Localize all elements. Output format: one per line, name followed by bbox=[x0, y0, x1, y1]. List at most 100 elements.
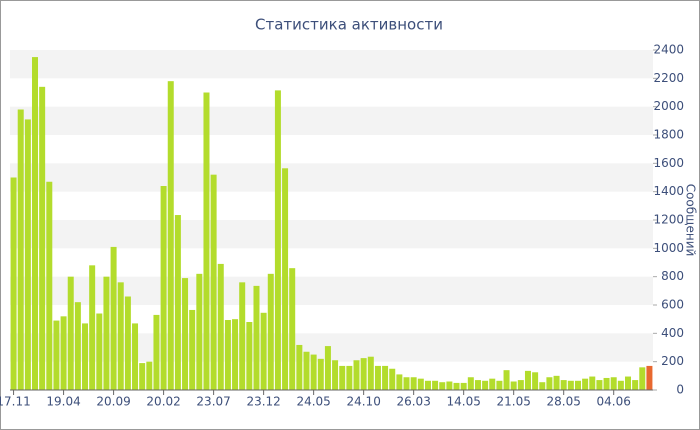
bar bbox=[482, 380, 489, 390]
y-tick-label: 1200 bbox=[653, 213, 684, 227]
bar bbox=[360, 358, 367, 390]
bar bbox=[303, 351, 310, 390]
y-tick-label: 1000 bbox=[653, 241, 684, 255]
bar bbox=[289, 268, 296, 390]
bar bbox=[132, 323, 139, 390]
x-tick-label: 20.09 bbox=[96, 395, 130, 409]
bar bbox=[474, 380, 481, 390]
bar bbox=[532, 372, 539, 390]
bar bbox=[46, 181, 53, 390]
bar bbox=[367, 356, 374, 390]
bar bbox=[317, 358, 324, 390]
y-tick-label: 600 bbox=[661, 298, 684, 312]
bar bbox=[167, 81, 174, 391]
x-tick-label: 26.03 bbox=[396, 395, 430, 409]
bar bbox=[603, 377, 610, 390]
bar bbox=[639, 367, 646, 390]
y-tick-label: 2000 bbox=[653, 99, 684, 113]
bar bbox=[110, 246, 117, 390]
bar bbox=[467, 377, 474, 390]
bar bbox=[374, 365, 381, 390]
bar bbox=[117, 282, 124, 390]
x-tick-label: 19.04 bbox=[46, 395, 80, 409]
bar bbox=[596, 380, 603, 390]
bar bbox=[346, 365, 353, 390]
bar bbox=[646, 365, 653, 390]
bar bbox=[146, 361, 153, 390]
grid-band bbox=[10, 220, 653, 249]
bar bbox=[210, 174, 217, 390]
bar bbox=[424, 380, 431, 390]
bar bbox=[96, 313, 103, 390]
bar bbox=[432, 380, 439, 390]
bar bbox=[32, 57, 39, 390]
bar bbox=[396, 374, 403, 390]
bar bbox=[39, 86, 46, 390]
bar bbox=[260, 312, 267, 390]
bar bbox=[489, 378, 496, 390]
bar bbox=[589, 376, 596, 390]
bar bbox=[189, 309, 196, 390]
x-tick-label: 24.10 bbox=[346, 395, 380, 409]
bar bbox=[553, 375, 560, 390]
bar bbox=[74, 302, 81, 390]
bar bbox=[524, 370, 531, 390]
bar bbox=[453, 382, 460, 390]
bar bbox=[539, 382, 546, 390]
bar bbox=[574, 380, 581, 390]
bar bbox=[410, 377, 417, 390]
bar bbox=[617, 380, 624, 390]
bar bbox=[67, 276, 74, 390]
bar bbox=[417, 378, 424, 390]
bar bbox=[153, 314, 160, 390]
bar bbox=[60, 316, 67, 390]
x-tick-label: 04.06 bbox=[597, 395, 631, 409]
bar bbox=[389, 368, 396, 390]
y-tick-label: 800 bbox=[661, 269, 684, 283]
bar bbox=[324, 346, 331, 390]
grid-band bbox=[10, 106, 653, 135]
bar bbox=[446, 381, 453, 390]
x-tick-label: 20.02 bbox=[146, 395, 180, 409]
bar bbox=[224, 320, 231, 390]
y-tick-label: 1600 bbox=[653, 156, 684, 170]
y-tick-label: 1400 bbox=[653, 184, 684, 198]
bar bbox=[139, 363, 146, 390]
bar bbox=[624, 376, 631, 390]
grid-band bbox=[10, 50, 653, 79]
bar bbox=[496, 380, 503, 390]
grid-band bbox=[10, 163, 653, 192]
bar bbox=[503, 370, 510, 390]
bar bbox=[53, 320, 60, 390]
bar bbox=[510, 381, 517, 390]
bar bbox=[382, 365, 389, 390]
x-tick-label: 17.11 bbox=[0, 395, 31, 409]
bar bbox=[546, 377, 553, 390]
bar bbox=[239, 282, 246, 390]
bar bbox=[124, 296, 131, 390]
bar bbox=[296, 344, 303, 390]
bar bbox=[282, 168, 289, 390]
bar bbox=[160, 186, 167, 390]
bar bbox=[10, 177, 17, 390]
bar bbox=[267, 273, 274, 390]
bar bbox=[332, 360, 339, 390]
bar bbox=[439, 382, 446, 390]
bar bbox=[196, 273, 203, 390]
grid-band bbox=[10, 276, 653, 305]
y-tick-label: 0 bbox=[676, 383, 684, 397]
bar bbox=[339, 365, 346, 390]
bar bbox=[82, 323, 89, 390]
x-tick-label: 24.05 bbox=[296, 395, 330, 409]
bar bbox=[24, 119, 31, 391]
bar bbox=[174, 215, 181, 390]
x-tick-label: 21.05 bbox=[497, 395, 531, 409]
bar bbox=[560, 380, 567, 390]
y-tick-label: 2400 bbox=[653, 43, 684, 57]
y-tick-label: 1800 bbox=[653, 128, 684, 142]
bar bbox=[403, 377, 410, 390]
y-axis-label: Сообщений bbox=[684, 184, 698, 257]
bar bbox=[353, 360, 360, 390]
